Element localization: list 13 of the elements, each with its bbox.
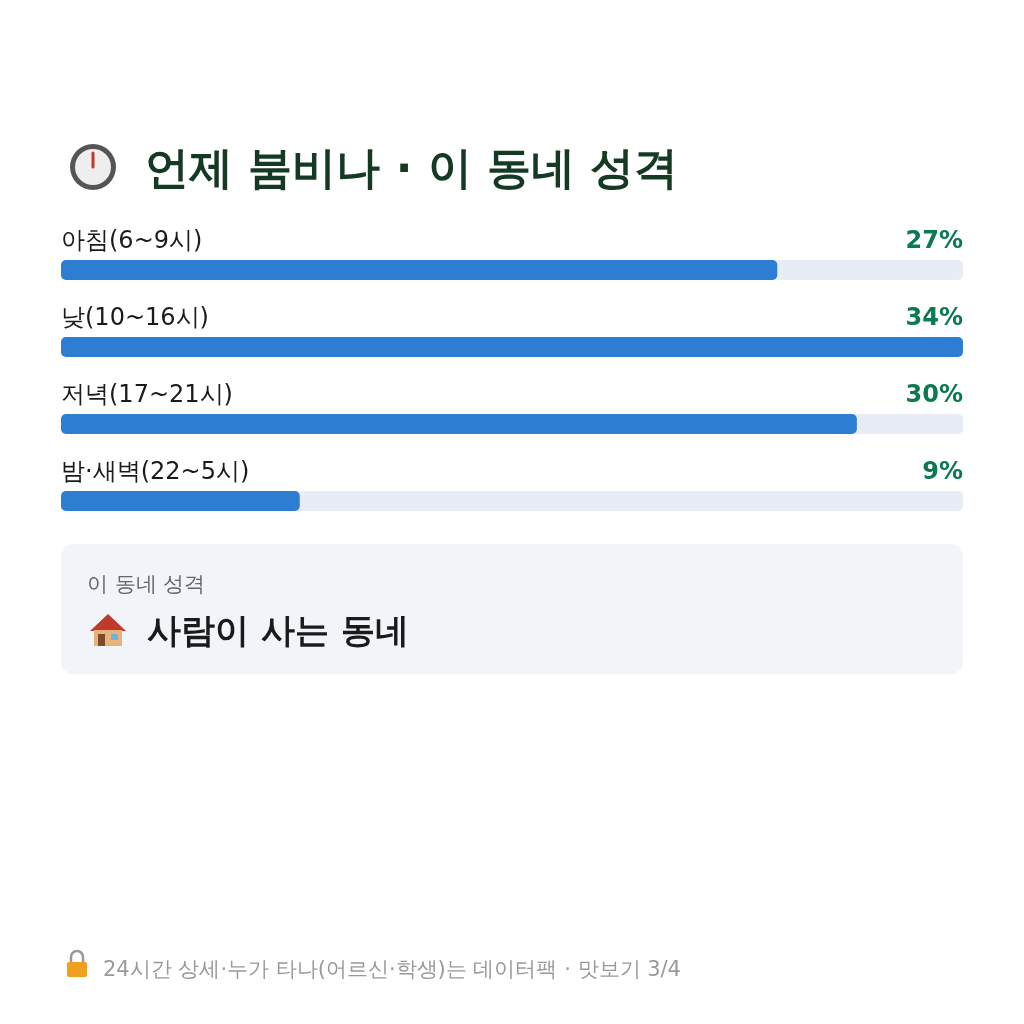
chart-title: 언제 붐비나 · 이 동네 성격: [145, 142, 679, 193]
text: 사람이 사는 동네: [147, 610, 409, 650]
y-tick-label: 낮(10~16시): [61, 303, 209, 331]
text: 이 동네 성격: [87, 572, 206, 596]
data-label: 27%: [905, 226, 963, 254]
text: 24시간 상세·누가 타나(어르신·학생)는 데이터팩 · 맛보기 3/4: [103, 957, 681, 981]
bar: [61, 491, 300, 511]
data-label: 34%: [905, 303, 963, 331]
data-label: 30%: [905, 380, 963, 408]
y-tick-label: 아침(6~9시): [61, 226, 203, 254]
data-label: 9%: [922, 457, 963, 485]
y-tick-label: 밤·새벽(22~5시): [61, 457, 250, 485]
y-tick-label: 저녁(17~21시): [61, 380, 233, 408]
